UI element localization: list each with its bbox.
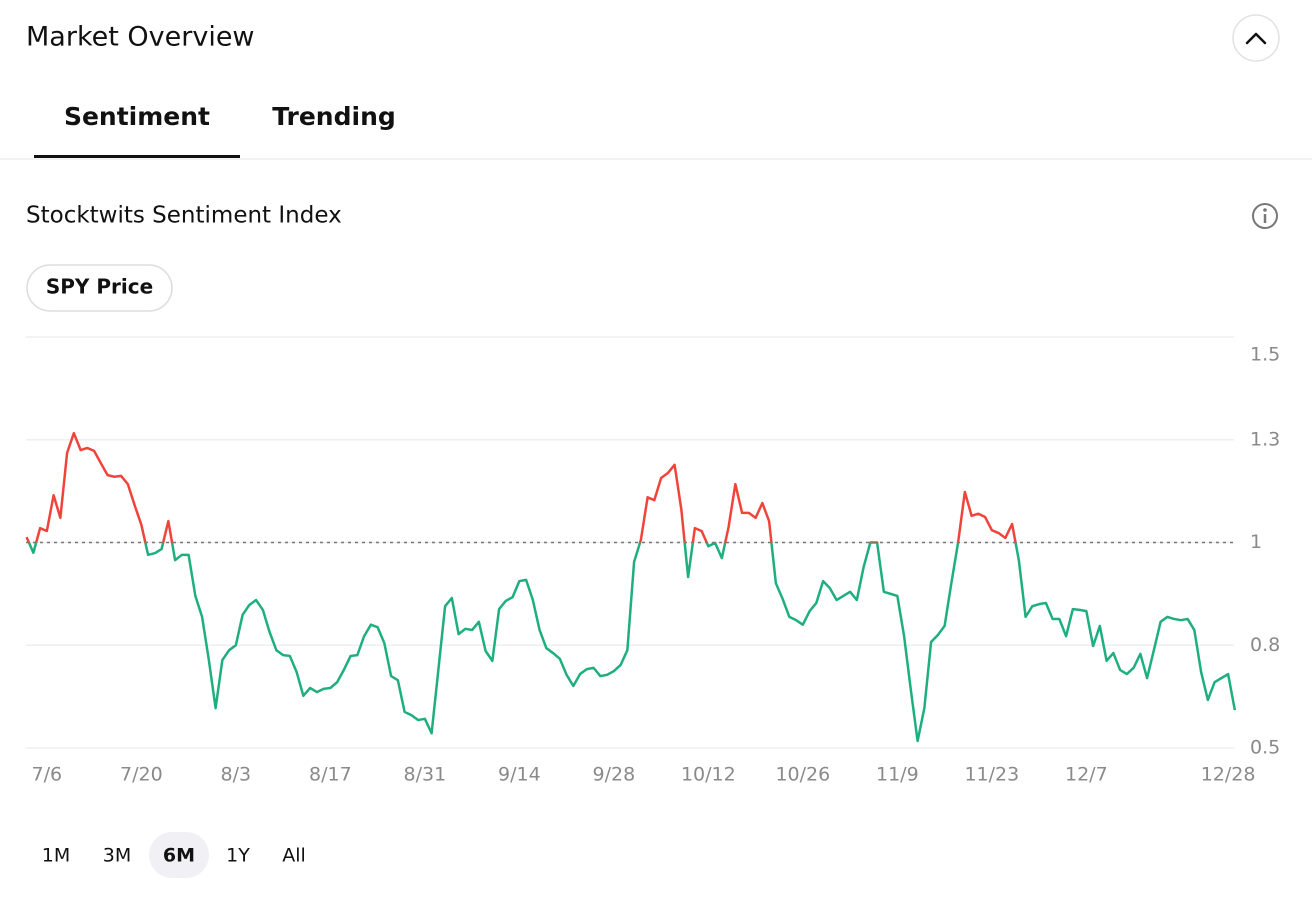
- x-tick-label: 7/6: [32, 764, 63, 786]
- x-tick-label: 8/3: [221, 764, 252, 786]
- x-tick-label: 12/7: [1065, 764, 1108, 786]
- toggle-label: SPY Price: [46, 275, 153, 299]
- tab[interactable]: Sentiment: [34, 102, 240, 158]
- tab-label: Sentiment: [64, 102, 210, 131]
- tabs: Sentiment Trending: [34, 102, 396, 158]
- x-tick-label: 11/23: [964, 764, 1019, 786]
- range-label: 1M: [42, 845, 70, 867]
- sentiment-line: [25, 431, 1237, 743]
- range-label: 3M: [103, 845, 131, 867]
- range-button[interactable]: 6M: [149, 832, 209, 878]
- x-tick-label: 8/17: [309, 764, 352, 786]
- range-active-bg: [149, 832, 209, 878]
- spy-toggle[interactable]: SPY Price: [26, 264, 173, 312]
- info-icon[interactable]: [1252, 203, 1278, 229]
- chart: 0.5 0.8 1 1.3 1.5 7/6 7/20 8/3 8/17 8/31 9/14 9/28 1…: [25, 336, 1280, 786]
- range-button[interactable]: All: [282, 845, 306, 867]
- x-tick-label: 11/9: [876, 764, 919, 786]
- range-button[interactable]: 3M: [103, 845, 131, 867]
- y-tick-label: 0.5: [1250, 737, 1280, 759]
- y-tick-label: 1.3: [1250, 428, 1280, 450]
- range-selector: 1M 3M 6M 1Y All: [42, 832, 306, 878]
- x-tick-label: 9/14: [498, 764, 541, 786]
- x-tick-label: 10/26: [775, 764, 830, 786]
- tab-label: Trending: [272, 102, 396, 131]
- tab[interactable]: Trending: [272, 102, 396, 131]
- section-title: Stocktwits Sentiment Index: [26, 203, 342, 229]
- y-tick-label: 0.8: [1250, 634, 1280, 656]
- toggle-pill: [26, 264, 173, 312]
- range-button[interactable]: 1M: [42, 845, 70, 867]
- collapse-circle: [1232, 14, 1280, 62]
- info-dot: [1263, 208, 1267, 212]
- range-label: 1Y: [226, 845, 250, 867]
- y-tick-label: 1: [1250, 531, 1262, 553]
- y-tick-label: 1.5: [1250, 344, 1280, 366]
- x-tick-label: 7/20: [120, 764, 163, 786]
- collapse-button[interactable]: [1232, 14, 1280, 62]
- x-tick-label: 8/31: [404, 764, 447, 786]
- info-circle: [1252, 203, 1278, 229]
- range-label: All: [282, 845, 306, 867]
- page-title: Market Overview: [26, 22, 255, 53]
- x-tick-label: 12/28: [1201, 764, 1256, 786]
- range-label: 6M: [163, 845, 195, 867]
- x-tick-label: 9/28: [593, 764, 636, 786]
- chevron-up: [1245, 32, 1267, 45]
- tab-underline: [34, 155, 240, 158]
- x-tick-label: 10/12: [681, 764, 736, 786]
- range-button[interactable]: 1Y: [226, 845, 250, 867]
